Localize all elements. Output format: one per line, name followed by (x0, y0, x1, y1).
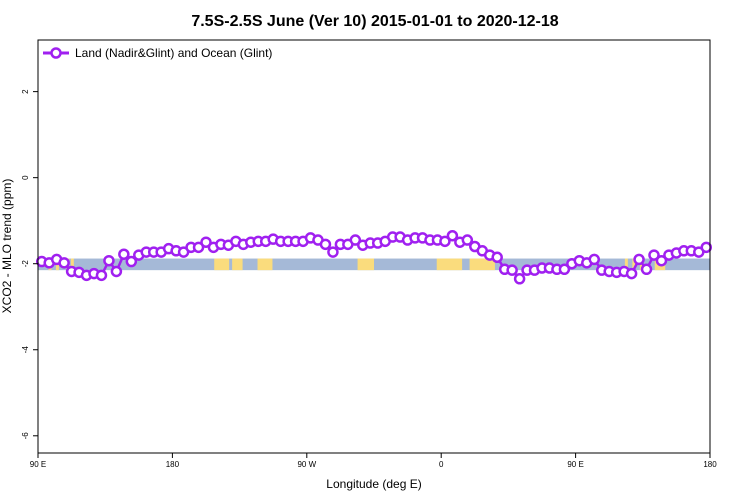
land-band-segment (632, 258, 636, 271)
y-axis-label: XCO2 - MLO trend (ppm) (0, 179, 14, 314)
data-point (95, 269, 108, 282)
x-axis-label: Longitude (deg E) (326, 477, 421, 491)
data-point (192, 241, 205, 254)
y-axis: 2 0 -2 -4 -6 (21, 89, 38, 440)
data-point-layer (35, 229, 713, 285)
data-point (655, 254, 668, 267)
x-axis: 90 E 180 90 W 0 90 E 180 (30, 453, 717, 469)
x-tick-label: 0 (439, 460, 444, 469)
land-band-segment (469, 258, 495, 271)
data-point (349, 234, 362, 246)
land-band-segment (214, 258, 230, 271)
data-point (110, 265, 123, 278)
data-point (118, 248, 130, 260)
data-point (461, 234, 474, 246)
data-point (633, 253, 645, 266)
x-tick-label: 90 E (567, 460, 583, 469)
y-tick-label: -4 (21, 346, 30, 354)
land-band-segment (257, 258, 273, 271)
data-point (125, 255, 138, 268)
x-tick-label: 180 (166, 460, 180, 469)
land-band-segment (624, 258, 628, 271)
land-band-segment (232, 258, 243, 271)
data-point (558, 263, 571, 276)
data-point (491, 251, 503, 264)
y-tick-label: -6 (21, 432, 30, 440)
legend-label: Land (Nadir&Glint) and Ocean (Glint) (75, 46, 272, 60)
data-point (700, 241, 713, 254)
legend-marker-swatch (50, 47, 62, 59)
data-point (319, 238, 332, 251)
land-band-segment (357, 258, 374, 271)
data-point (648, 249, 660, 261)
data-point (200, 236, 212, 248)
data-point (625, 267, 638, 280)
data-point (506, 264, 518, 276)
land-band-segment (436, 258, 463, 271)
y-tick-label: 0 (21, 175, 30, 180)
data-point (327, 246, 339, 258)
chart-title: 7.5S-2.5S June (Ver 10) 2015-01-01 to 20… (191, 13, 558, 30)
legend: Land (Nadir&Glint) and Ocean (Glint) (43, 46, 272, 60)
data-point (588, 253, 601, 266)
data-point (640, 263, 653, 276)
plot-frame (37, 39, 711, 454)
data-point (446, 229, 459, 242)
x-tick-label: 90 E (30, 460, 46, 469)
y-tick-label: -2 (21, 260, 30, 268)
data-point (58, 257, 70, 269)
data-point (103, 254, 115, 267)
data-point (439, 235, 451, 248)
y-tick-label: 2 (21, 89, 30, 94)
x-tick-label: 180 (703, 460, 717, 469)
data-point (513, 273, 526, 285)
x-tick-label: 90 W (297, 460, 316, 469)
land-band-segment (70, 258, 74, 271)
